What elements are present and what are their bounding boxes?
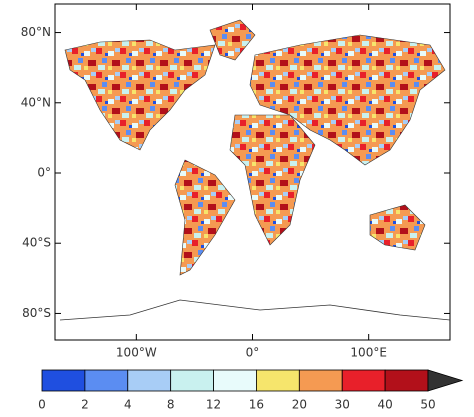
australia [369,204,426,251]
colorbar-label: 16 [249,398,264,412]
axes: 80°N 40°N 0° 40°S 80°S 100°W 0° 100°E [21,4,450,360]
y-tick-label: 80°N [21,25,51,39]
x-tick-label: 100°E [350,346,387,360]
colorbar-box [384,369,429,392]
colorbar-label: 2 [81,398,89,412]
colorbar-label: 12 [206,398,221,412]
colorbar-extension [427,369,464,392]
colorbar-box [256,369,300,392]
y-tick-label: 40°N [21,95,51,109]
colorbar-box [213,369,257,392]
colorbar-label: 0 [38,398,46,412]
x-tick-label: 100°W [116,346,157,360]
antarctica-coast [59,299,451,321]
greenland [209,19,256,61]
colorbar-box [127,369,172,392]
colorbar-box [298,369,343,392]
colorbar-box [84,369,129,392]
north-america [64,39,216,151]
africa [229,114,316,246]
y-tick-label: 0° [37,166,51,180]
eurasia [249,34,446,166]
x-tick-label: 0° [246,346,260,360]
colorbar-box [170,369,214,392]
colorbar-box [341,369,386,392]
colorbar-label: 40 [377,398,392,412]
south-america [174,159,236,276]
colorbar-label: 30 [335,398,350,412]
y-tick-label: 40°S [22,236,51,250]
colorbar-label: 4 [124,398,132,412]
colorbar-label: 8 [167,398,175,412]
y-tick-label: 80°S [22,306,51,320]
colorbar-box [41,369,86,392]
colorbar-label: 20 [292,398,307,412]
colorbar-label: 50 [420,398,435,412]
colorbar: 0 2 4 8 12 16 20 30 40 50 [38,369,464,412]
land [64,19,446,276]
